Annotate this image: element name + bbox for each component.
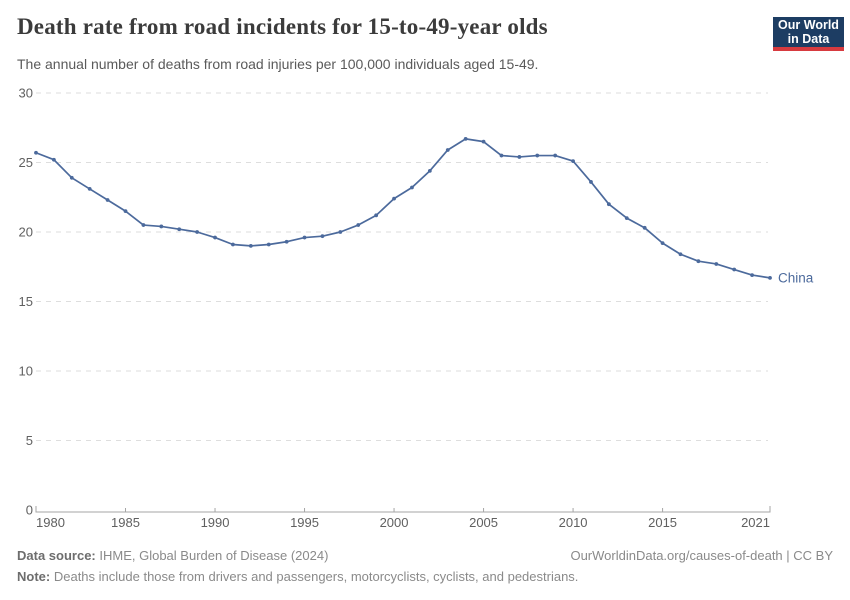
data-point (34, 150, 38, 155)
data-point (678, 252, 683, 257)
logo-line-1: Our World (778, 18, 839, 32)
x-tick-label: 1980 (36, 515, 65, 530)
y-tick-labels: 0 5 10 15 20 25 30 (19, 86, 33, 518)
note-text: Deaths include those from drivers and pa… (53, 569, 579, 584)
data-point (660, 241, 665, 246)
data-point (768, 275, 772, 280)
x-tick-label: 2021 (741, 515, 770, 530)
series-china: China (34, 136, 814, 285)
data-point (248, 244, 253, 248)
data-point (732, 267, 737, 272)
series-line (35, 138, 771, 279)
data-point (642, 225, 647, 230)
logo-line-2: in Data (787, 32, 830, 46)
data-point (445, 148, 450, 152)
y-tick-label: 20 (19, 225, 33, 240)
data-point (320, 234, 325, 239)
data-point (356, 223, 361, 227)
chart-subtitle: The annual number of deaths from road in… (17, 56, 539, 72)
line-chart: 0 5 10 15 20 25 30 1980 1985 1990 1995 2000 2005 2010… (19, 86, 814, 531)
data-point (374, 213, 379, 218)
data-point (338, 230, 343, 234)
data-point (213, 235, 217, 240)
data-point (392, 196, 396, 201)
data-point (123, 209, 128, 214)
x-tick-label: 2010 (559, 515, 588, 530)
data-source-label: Data source: (17, 548, 96, 563)
y-gridlines (36, 92, 768, 441)
data-point (159, 224, 164, 229)
data-point (410, 185, 414, 190)
data-point (499, 153, 504, 158)
data-point (606, 202, 611, 207)
x-tick-label: 2005 (469, 515, 498, 530)
data-point (177, 227, 182, 232)
data-point (517, 155, 522, 159)
data-point (714, 262, 719, 266)
y-tick-label: 25 (19, 155, 33, 170)
data-point (696, 259, 701, 264)
y-tick-label: 30 (19, 86, 33, 101)
x-tick-label: 1995 (290, 515, 319, 530)
y-tick-label: 10 (19, 364, 33, 379)
owid-logo[interactable]: Our World in Data (773, 17, 844, 51)
data-point (302, 235, 307, 240)
data-point (535, 153, 540, 158)
footer-source-row: Data source: IHME, Global Burden of Dise… (17, 547, 833, 564)
data-point (481, 139, 486, 144)
data-point (750, 273, 754, 277)
data-point (52, 157, 56, 162)
data-point (463, 136, 468, 141)
page-title: Death rate from road incidents for 15-to… (17, 14, 548, 39)
data-source-text: IHME, Global Burden of Disease (2024) (99, 548, 329, 563)
y-tick-label: 15 (19, 294, 33, 309)
x-tick-label: 2000 (380, 515, 409, 530)
x-tick-labels: 1980 1985 1990 1995 2000 2005 2010 2015 2021 (36, 515, 770, 530)
note-line: Note: Deaths include those from drivers … (17, 568, 777, 585)
data-point (87, 187, 92, 191)
y-tick-label: 0 (26, 503, 33, 518)
credit-link[interactable]: OurWorldinData.org/causes-of-death | CC … (570, 548, 833, 563)
data-point (231, 242, 235, 247)
x-tick-label: 2015 (648, 515, 677, 530)
y-tick-label: 5 (26, 433, 33, 448)
x-tick-label: 1985 (111, 515, 140, 530)
note-label: Note: (17, 569, 51, 584)
data-point (195, 230, 200, 234)
data-point (284, 239, 289, 244)
data-point (589, 180, 593, 184)
data-point (624, 216, 629, 221)
x-axis (35, 506, 771, 513)
data-point (427, 168, 432, 173)
data-point (553, 153, 558, 158)
series-end-label: China (778, 270, 814, 285)
data-point (69, 175, 74, 180)
data-point (266, 242, 271, 247)
data-point (571, 159, 575, 164)
x-tick-label: 1990 (201, 515, 230, 530)
data-point (105, 198, 110, 202)
data-point (141, 223, 146, 227)
data-source-line: Data source: IHME, Global Burden of Dise… (17, 547, 328, 564)
